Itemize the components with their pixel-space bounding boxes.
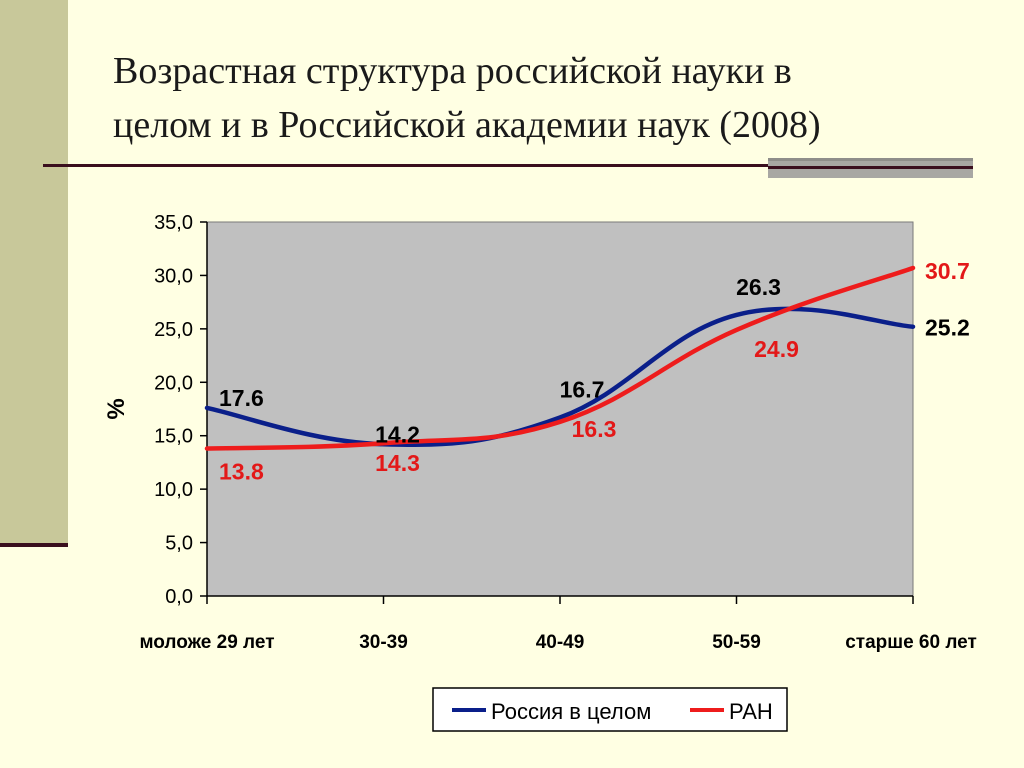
data-label-ran: 24.9: [754, 336, 799, 362]
title-divider-accent-line: [768, 166, 973, 169]
left-decor-line: [0, 543, 68, 547]
legend-entry-russia: Россия в целом: [491, 699, 651, 724]
series-line-russia: [204, 306, 916, 447]
data-labels: 17.6 14.2 16.7 26.3 25.2 13.8 14.3 16.3 24.9 30.7: [219, 258, 970, 485]
y-axis-label: %: [103, 398, 130, 419]
legend: Россия в целом РАН: [432, 687, 788, 732]
x-tick-label: 50-59: [712, 632, 761, 653]
x-tick-label: 30-39: [359, 632, 408, 653]
data-label-russia: 17.6: [219, 385, 264, 411]
y-tick-label: 15,0: [154, 426, 193, 448]
title-line-2: целом и в Российской академии наук (2008…: [113, 104, 821, 146]
plot-area: [206, 221, 914, 597]
y-tick-label: 10,0: [154, 479, 193, 501]
data-label-russia: 26.3: [736, 274, 781, 300]
y-tick-label: 5,0: [165, 533, 193, 555]
title-line-1: Возрастная структура российской науки в: [113, 50, 792, 92]
data-label-russia: 25.2: [925, 315, 970, 341]
y-tick-label: 35,0: [154, 212, 193, 234]
data-label-ran: 13.8: [219, 459, 264, 485]
data-label-ran: 14.3: [375, 450, 420, 476]
legend-box: [432, 687, 788, 732]
legend-entry-ran: РАН: [729, 699, 773, 724]
data-label-russia: 14.2: [375, 421, 420, 447]
series-line-ran: [204, 265, 916, 451]
data-label-ran: 16.3: [572, 416, 617, 442]
y-tick-label: 25,0: [154, 319, 193, 341]
y-tick-label: 20,0: [154, 372, 193, 394]
y-tick-label: 30,0: [154, 265, 193, 287]
left-decor-band: [0, 0, 68, 545]
data-label-ran: 30.7: [925, 258, 970, 284]
series-lines: [204, 265, 916, 451]
x-tick-label: моложе 29 лет: [139, 632, 274, 653]
x-tick-label: 40-49: [536, 632, 585, 653]
data-label-russia: 16.7: [560, 377, 605, 403]
y-tick-label: 0,0: [165, 586, 193, 608]
slide-title: Возрастная структура российской науки в …: [113, 44, 973, 152]
title-divider: [43, 164, 973, 167]
x-tick-label: старше 60 лет: [845, 632, 977, 653]
